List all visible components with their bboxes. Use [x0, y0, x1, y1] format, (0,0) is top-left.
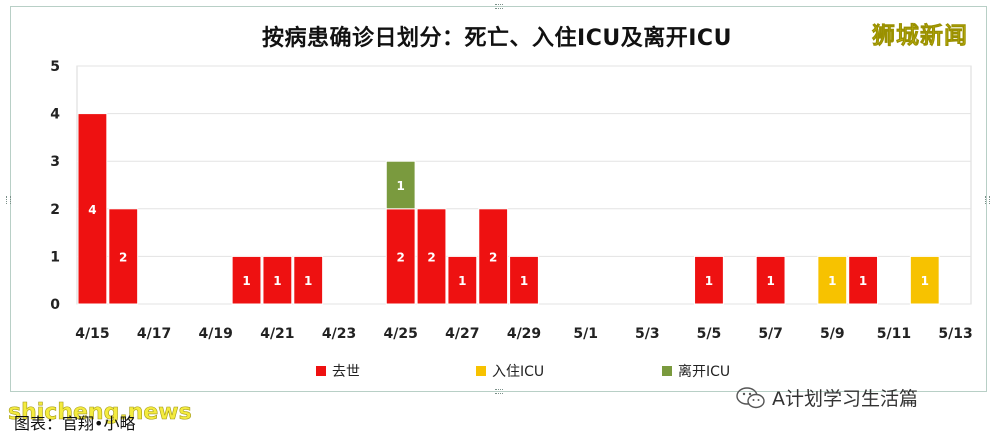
- legend-label: 入住ICU: [492, 364, 544, 380]
- source-credit: 图表：官翔•小略: [14, 414, 136, 433]
- bar-data-label: 4: [88, 203, 96, 217]
- bar: [231, 255, 262, 305]
- x-tick-label: 4/17: [137, 326, 171, 342]
- bar-data-label: 1: [242, 274, 250, 288]
- y-tick-label: 4: [50, 107, 60, 123]
- bar-data-label: 1: [397, 179, 405, 193]
- legend-label: 离开ICU: [678, 363, 730, 380]
- x-tick-label: 4/21: [260, 326, 294, 342]
- x-tick-label: 5/7: [758, 326, 783, 342]
- bar-data-label: 2: [489, 250, 497, 264]
- bar: [694, 255, 724, 305]
- x-tick-label: 5/13: [938, 326, 972, 342]
- bar: [77, 113, 108, 305]
- bar: [385, 160, 416, 210]
- x-tick-label: 4/25: [384, 326, 418, 342]
- x-tick-label: 4/23: [322, 326, 356, 342]
- wechat-icon: [736, 386, 765, 408]
- bar-data-label: 2: [427, 250, 435, 264]
- resize-handle-left[interactable]: [6, 196, 11, 204]
- y-tick-label: 3: [50, 154, 60, 170]
- bar: [817, 255, 848, 305]
- bar: [416, 208, 447, 305]
- bar-data-label: 1: [766, 274, 774, 288]
- wechat-account: A计划学习生活篇: [736, 384, 918, 411]
- x-tick-label: 5/9: [820, 326, 845, 342]
- legend-swatch: [316, 366, 326, 376]
- wechat-account-name: A计划学习生活篇: [772, 388, 918, 410]
- bar-data-label: 1: [304, 274, 312, 288]
- bar: [262, 255, 293, 305]
- bar: [755, 255, 786, 305]
- chart-frame: [10, 6, 987, 392]
- bar-data-label: 1: [705, 274, 713, 288]
- legend-label: 去世: [332, 364, 360, 380]
- bar: [478, 208, 509, 305]
- bar-data-label: 1: [921, 274, 929, 288]
- bar-data-label: 1: [273, 274, 281, 288]
- bar-data-label: 2: [119, 250, 127, 264]
- site-watermark: shicheng.news: [8, 400, 192, 426]
- legend-swatch: [476, 366, 486, 376]
- x-tick-label: 5/5: [697, 326, 722, 342]
- x-tick-label: 5/3: [635, 326, 660, 342]
- x-tick-label: 4/19: [199, 326, 233, 342]
- bar-data-label: 1: [458, 274, 466, 288]
- resize-handle-bottom[interactable]: [495, 389, 503, 394]
- x-tick-label: 4/15: [75, 326, 109, 342]
- bar: [909, 255, 940, 305]
- bar-data-label: 1: [828, 274, 836, 288]
- x-tick-label: 5/11: [877, 326, 911, 342]
- bar: [447, 255, 478, 305]
- bar-data-label: 2: [397, 250, 405, 264]
- x-tick-label: 4/29: [507, 326, 541, 342]
- y-tick-label: 0: [50, 297, 60, 313]
- x-tick-label: 5/1: [573, 326, 598, 342]
- chart-title: 按病患确诊日划分：死亡、入住ICU及离开ICU: [262, 26, 732, 51]
- bar: [108, 208, 139, 305]
- y-tick-label: 1: [50, 249, 60, 265]
- bar: [509, 255, 539, 305]
- watermark-logo-text: 狮城新闻: [872, 23, 968, 50]
- resize-handle-top[interactable]: [495, 4, 503, 9]
- x-tick-label: 4/27: [445, 326, 479, 342]
- y-tick-label: 2: [50, 202, 60, 218]
- y-tick-label: 5: [50, 59, 60, 75]
- resize-handle-right[interactable]: [985, 196, 990, 204]
- legend-swatch: [662, 366, 672, 376]
- bar-data-label: 1: [520, 274, 528, 288]
- bar-data-label: 1: [859, 274, 867, 288]
- bar: [848, 255, 879, 305]
- bar: [293, 255, 324, 305]
